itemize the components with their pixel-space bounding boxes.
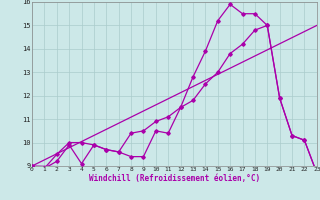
X-axis label: Windchill (Refroidissement éolien,°C): Windchill (Refroidissement éolien,°C) <box>89 174 260 183</box>
